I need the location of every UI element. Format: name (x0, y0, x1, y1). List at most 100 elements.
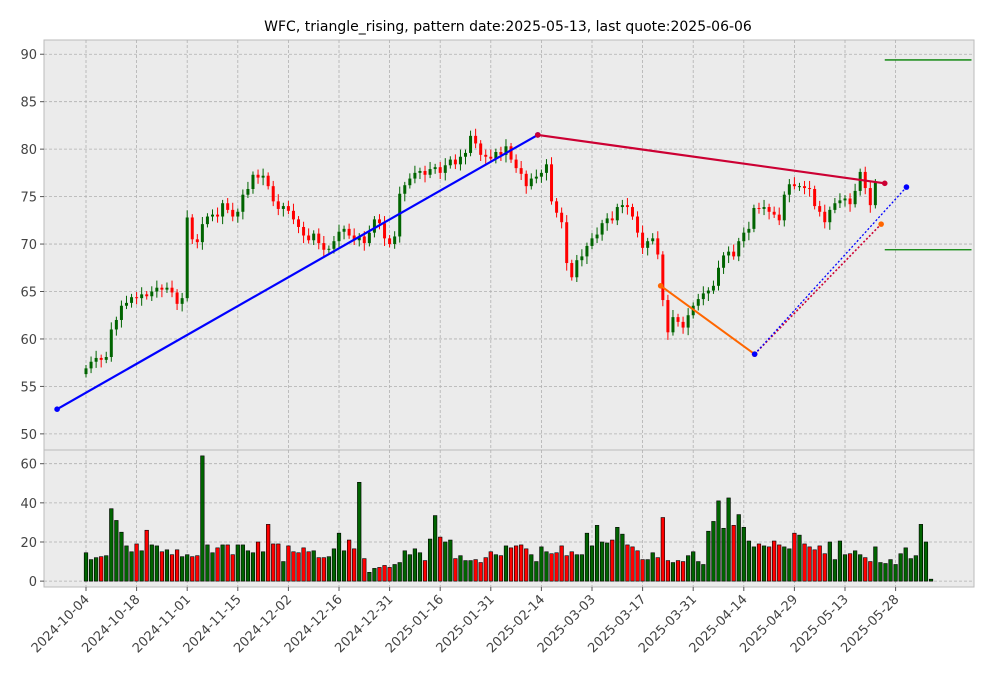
candle-body (727, 251, 731, 256)
candle-body (337, 231, 341, 242)
candle-body (205, 216, 209, 225)
candle-body (782, 194, 786, 221)
pattern-point (751, 351, 758, 357)
volume-bar (508, 547, 514, 582)
pattern-line-projection (754, 186, 907, 355)
candle-body (175, 292, 179, 304)
volume-bar (594, 525, 600, 582)
volume-bar (868, 561, 873, 582)
volume-bar (807, 546, 812, 582)
volume-bar (139, 550, 144, 582)
candle-body (706, 290, 710, 294)
volume-bar (569, 551, 574, 582)
candle-body (332, 241, 336, 249)
volume-bar (630, 546, 635, 582)
volume-bar (923, 541, 929, 582)
candle-body (833, 203, 837, 210)
candle-body (190, 217, 194, 240)
candle-body (757, 207, 761, 209)
volume-bar (539, 546, 544, 582)
volume-bar (397, 562, 402, 582)
candle-body (605, 218, 609, 224)
volume-bar (407, 554, 412, 582)
candle-body (777, 214, 781, 221)
volume-bar (119, 531, 124, 582)
volume-bar (438, 536, 443, 582)
candle-body (438, 167, 442, 173)
candle-body (620, 205, 624, 208)
volume-bar (888, 559, 893, 582)
price-tick-label: 80 (20, 143, 37, 158)
volume-bar (458, 555, 463, 582)
volume-bar (534, 561, 539, 582)
volume-bar (453, 558, 458, 582)
candle-body (529, 178, 533, 187)
candle-body (823, 211, 827, 223)
volume-bar (94, 557, 99, 582)
volume-bar (316, 557, 321, 582)
candle-body (377, 219, 381, 224)
candle-body (803, 186, 807, 189)
volume-bar (134, 543, 139, 582)
volume-bar (625, 544, 630, 582)
volume-bar (908, 558, 913, 582)
volume-bar (392, 564, 397, 582)
candle-body (261, 175, 265, 178)
candle-body (104, 356, 108, 360)
volume-bar (706, 530, 711, 582)
volume-bar (832, 559, 837, 582)
candle-body (347, 228, 351, 236)
candle-body (236, 211, 240, 217)
volume-bar (665, 560, 670, 582)
candle-body (701, 293, 705, 300)
volume-bar (250, 552, 256, 582)
volume-bar (883, 563, 888, 582)
candle-body (696, 299, 700, 306)
candle-body (479, 143, 483, 155)
volume-bar (266, 524, 271, 582)
volume-bar (903, 547, 908, 582)
pattern-point (881, 180, 888, 187)
volume-bar (726, 497, 731, 582)
candle-body (742, 232, 746, 242)
candle-body (251, 174, 255, 190)
volume-bar (549, 553, 554, 582)
volume-bar (802, 543, 807, 582)
volume-bar (584, 532, 590, 582)
volume-bar (701, 564, 706, 582)
candle-body (772, 211, 776, 215)
volume-bar (610, 539, 615, 582)
volume-bar (918, 524, 923, 582)
candle-body (539, 172, 543, 177)
pattern-lines (54, 59, 972, 412)
candle-body (646, 241, 650, 248)
candle-body (514, 159, 518, 169)
volume-bar (488, 551, 493, 582)
volume-bar (190, 556, 195, 582)
volume-bar (372, 568, 377, 582)
volume-bar (215, 547, 220, 582)
volume-bar (281, 561, 286, 582)
volume-bars (83, 455, 934, 582)
candle-body (398, 193, 402, 237)
candle-body (403, 185, 407, 194)
candle-body (499, 151, 503, 155)
volume-bar (473, 559, 478, 582)
candle-body (737, 241, 741, 257)
candle-body (276, 201, 280, 209)
volume-bar (564, 555, 569, 582)
volume-bar (873, 546, 878, 582)
volume-bar (878, 562, 883, 582)
candle-body (656, 238, 660, 255)
volume-bar (822, 553, 827, 582)
candle-body (575, 260, 579, 278)
candle-body (271, 186, 275, 202)
volume-bar (893, 564, 898, 582)
volume-bar (711, 521, 716, 582)
candle-body (585, 245, 589, 257)
volume-bar (377, 567, 382, 582)
volume-bar (928, 578, 934, 582)
candle-body (787, 184, 791, 195)
candle-body (99, 357, 103, 360)
volume-bar (559, 545, 564, 582)
